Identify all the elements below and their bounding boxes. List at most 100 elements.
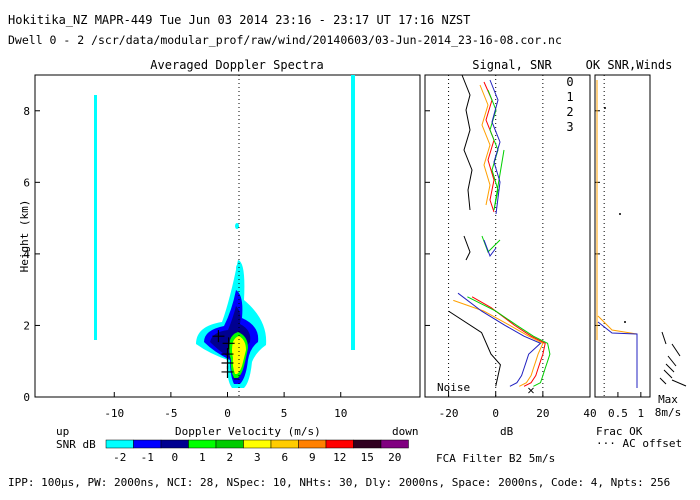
ok-dot [624,321,626,323]
colorbar-swatch [353,439,382,449]
ch2-line-mid [481,235,501,253]
colorbar-tick-label: 1 [199,451,206,464]
colorbar-swatch [160,439,189,449]
x-tick-label: 5 [281,407,288,420]
x-tick-label: 10 [334,407,347,420]
y-tick-label: 2 [23,319,30,332]
snr-series-line [467,296,551,387]
clutter-band-left [94,95,97,340]
colorbar-swatch [215,439,244,449]
spectra-contours [94,75,355,388]
ch3-line-upper [489,79,501,215]
ok-x-tick-label: 0.5 [608,407,628,420]
ac-offset-text: AC offset [622,437,683,450]
snr-series-line [453,299,544,387]
peak-marker [222,337,235,350]
x-axis-label: Doppler Velocity (m/s) [175,425,321,438]
y-tick-label: 0 [23,391,30,404]
colorbar-swatch [188,439,217,449]
colorbar-tick-label: 15 [361,451,374,464]
wind-barb-4 [665,363,675,373]
ok-frame [594,74,651,398]
wind-speed-label: 8m/s [655,406,682,419]
colorbar-swatch [133,439,162,449]
ch3-line-mid [483,239,497,258]
footer-params: IPP: 100μs, PW: 2000ns, NCI: 28, NSpec: … [8,476,671,489]
ch1-line-upper [479,84,491,206]
wind-barb-2 [671,343,681,357]
peak-markers [212,330,235,378]
snr-x-tick-label: 40 [583,407,596,420]
y-tick-label: 4 [23,248,30,261]
colorbar-tick-label: -2 [113,451,126,464]
colorbar-tick-label: -1 [141,451,154,464]
wind-barb-5 [663,369,673,379]
x-tick-label: -10 [104,407,124,420]
wind-max-label: Max [658,393,678,406]
x-tick-label: -5 [164,407,177,420]
colorbar-swatch [105,439,134,449]
noise-marker: ✕ [527,383,534,397]
cyan-blob-5km [235,223,239,229]
snr-x-tick-label: 20 [536,407,549,420]
wind-barb-6 [659,377,667,385]
ok-x-tick-label: 1 [638,407,645,420]
colorbar-tick-label: 0 [171,451,178,464]
peak-marker [212,330,225,343]
y-axis-label: Height (km) [18,200,31,273]
noise-line-upper [461,74,473,211]
colorbar-swatch [380,439,409,449]
filter-label: FCA Filter B2 5m/s [436,452,556,465]
snr-series-lower [453,292,551,387]
wind-barb-3 [667,355,677,367]
snr-series-line [471,296,546,387]
legend-entry: 1 [566,90,573,104]
ac-offset-label: ··· AC offset [596,437,683,450]
colorbar-swatch [243,439,272,449]
snr-x-label: dB [500,425,514,438]
noise-label: Noise [437,381,470,394]
colorbar-tick-label: 9 [309,451,316,464]
colorbar-tick-label: 6 [281,451,288,464]
colorbar-tick-label: 3 [254,451,261,464]
snr-profile-lines [461,74,505,261]
y-tick-label: 8 [23,105,30,118]
wind-scale-arrow [671,379,687,387]
header-title: Hokitika_NZ MAPR-449 Tue Jun 03 2014 23:… [8,13,471,27]
snr-series-line [457,292,542,387]
ok-axes: 0.5 1 [595,75,644,420]
ok-title: OK SNR,Winds [586,58,673,72]
ok-frac-lines [596,80,638,388]
spectra-title: Averaged Doppler Spectra [150,58,323,72]
wind-barb-1 [661,331,667,345]
ok-ch3-bottom [597,321,638,388]
noise-line-lower [448,310,501,387]
x-tick-label: 0 [224,407,231,420]
up-label: up [56,425,70,438]
snr-x-tick-label: 0 [492,407,499,420]
frac-ok-label: Frac OK [596,425,643,438]
colorbar-tick-label: 20 [388,451,401,464]
legend-entry: 0 [566,75,573,89]
legend-entry: 3 [566,120,573,134]
down-label: down [392,425,419,438]
legend-entry: 2 [566,105,573,119]
colorbar-tick-label: 12 [333,451,346,464]
snr-x-tick-label: -20 [439,407,459,420]
y-tick-label: 6 [23,176,30,189]
wind-barbs [659,331,687,387]
colorbar: -2 -1 0 1 2 3 6 9 12 15 20 [105,439,409,464]
snr-frame [424,74,591,398]
colorbar-label: SNR dB [56,438,96,451]
ok-dot-3 [604,107,606,109]
header-dwell-path: Dwell 0 - 2 /scr/data/modular_prof/raw/w… [8,33,562,47]
spectra-axes: 0 2 4 6 8 -10 -5 0 5 10 [23,105,347,420]
ok-dot-2 [619,213,621,215]
snr-title: Signal, SNR [472,58,552,72]
colorbar-swatch [298,439,327,449]
ch0-line-upper [483,81,495,213]
colorbar-swatch [325,439,354,449]
